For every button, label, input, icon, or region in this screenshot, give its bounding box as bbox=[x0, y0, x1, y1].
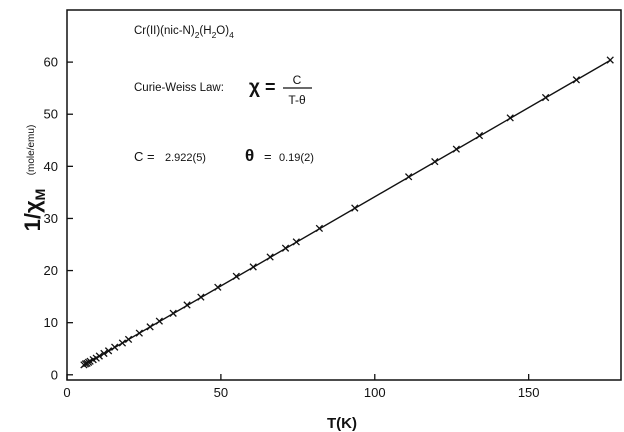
c-label: C = bbox=[134, 149, 155, 164]
data-point bbox=[404, 173, 413, 181]
x-axis-title: T(K) bbox=[327, 415, 357, 432]
y-tick-label: 50 bbox=[44, 107, 58, 122]
data-point bbox=[351, 204, 359, 212]
law-denominator: T-θ bbox=[288, 93, 306, 107]
data-point bbox=[266, 253, 274, 261]
data-point bbox=[606, 56, 614, 64]
data-point bbox=[249, 263, 257, 271]
svg-text:1/χM: 1/χM bbox=[20, 189, 48, 232]
y-axis-ticks: 0 10 20 30 40 50 60 bbox=[44, 55, 73, 382]
data-point bbox=[452, 145, 460, 153]
law-numerator: C bbox=[293, 73, 302, 87]
data-point bbox=[146, 323, 154, 331]
law-equals: = bbox=[265, 77, 276, 97]
data-point bbox=[232, 272, 240, 280]
y-tick-label: 20 bbox=[44, 263, 58, 278]
x-tick-label: 0 bbox=[63, 385, 70, 400]
y-tick-label: 0 bbox=[51, 367, 58, 382]
plot-frame bbox=[66, 9, 622, 381]
x-axis-ticks: 0 50 100 150 bbox=[63, 374, 540, 400]
data-point bbox=[572, 76, 581, 84]
y-tick-label: 40 bbox=[44, 159, 58, 174]
curie-weiss-label: Curie-Weiss Law: bbox=[134, 82, 224, 94]
data-points bbox=[80, 56, 614, 369]
y-axis-title-main: 1/χ bbox=[20, 200, 45, 231]
data-point bbox=[292, 238, 300, 246]
theta-symbol: θ bbox=[245, 146, 254, 165]
fit-line-group bbox=[83, 59, 611, 366]
x-tick-label: 150 bbox=[518, 385, 540, 400]
data-point bbox=[506, 114, 514, 122]
y-axis-title: 1/χM (mole/emu) bbox=[20, 125, 48, 232]
data-point bbox=[183, 301, 191, 309]
x-tick-label: 50 bbox=[214, 385, 228, 400]
y-tick-label: 30 bbox=[44, 211, 58, 226]
y-axis-unit: (mole/emu) bbox=[26, 125, 37, 176]
data-point bbox=[541, 93, 550, 102]
y-axis-title-subscript: M bbox=[32, 189, 48, 201]
theta-value: 0.19(2) bbox=[279, 152, 314, 164]
data-point bbox=[95, 352, 103, 360]
data-point bbox=[124, 335, 133, 344]
data-point bbox=[118, 339, 127, 347]
law-chi-symbol: χ bbox=[249, 77, 260, 98]
data-point bbox=[111, 343, 119, 351]
data-point bbox=[315, 224, 324, 233]
data-point bbox=[214, 283, 222, 291]
data-point bbox=[155, 317, 163, 325]
data-point bbox=[281, 244, 290, 252]
x-tick-label: 100 bbox=[364, 385, 386, 400]
theta-equals: = bbox=[264, 149, 272, 164]
c-value: 2.922(5) bbox=[165, 152, 206, 164]
y-tick-label: 60 bbox=[44, 55, 58, 70]
data-point bbox=[104, 347, 113, 355]
fit-line bbox=[83, 59, 611, 366]
data-point bbox=[197, 293, 205, 301]
data-point bbox=[135, 329, 143, 337]
data-point bbox=[475, 131, 484, 140]
data-point bbox=[169, 309, 177, 317]
y-tick-label: 10 bbox=[44, 315, 58, 330]
compound-formula: Cr(II)(nic-N)2(H2O)4 bbox=[134, 25, 234, 40]
data-point bbox=[431, 157, 439, 166]
data-point bbox=[100, 349, 108, 358]
